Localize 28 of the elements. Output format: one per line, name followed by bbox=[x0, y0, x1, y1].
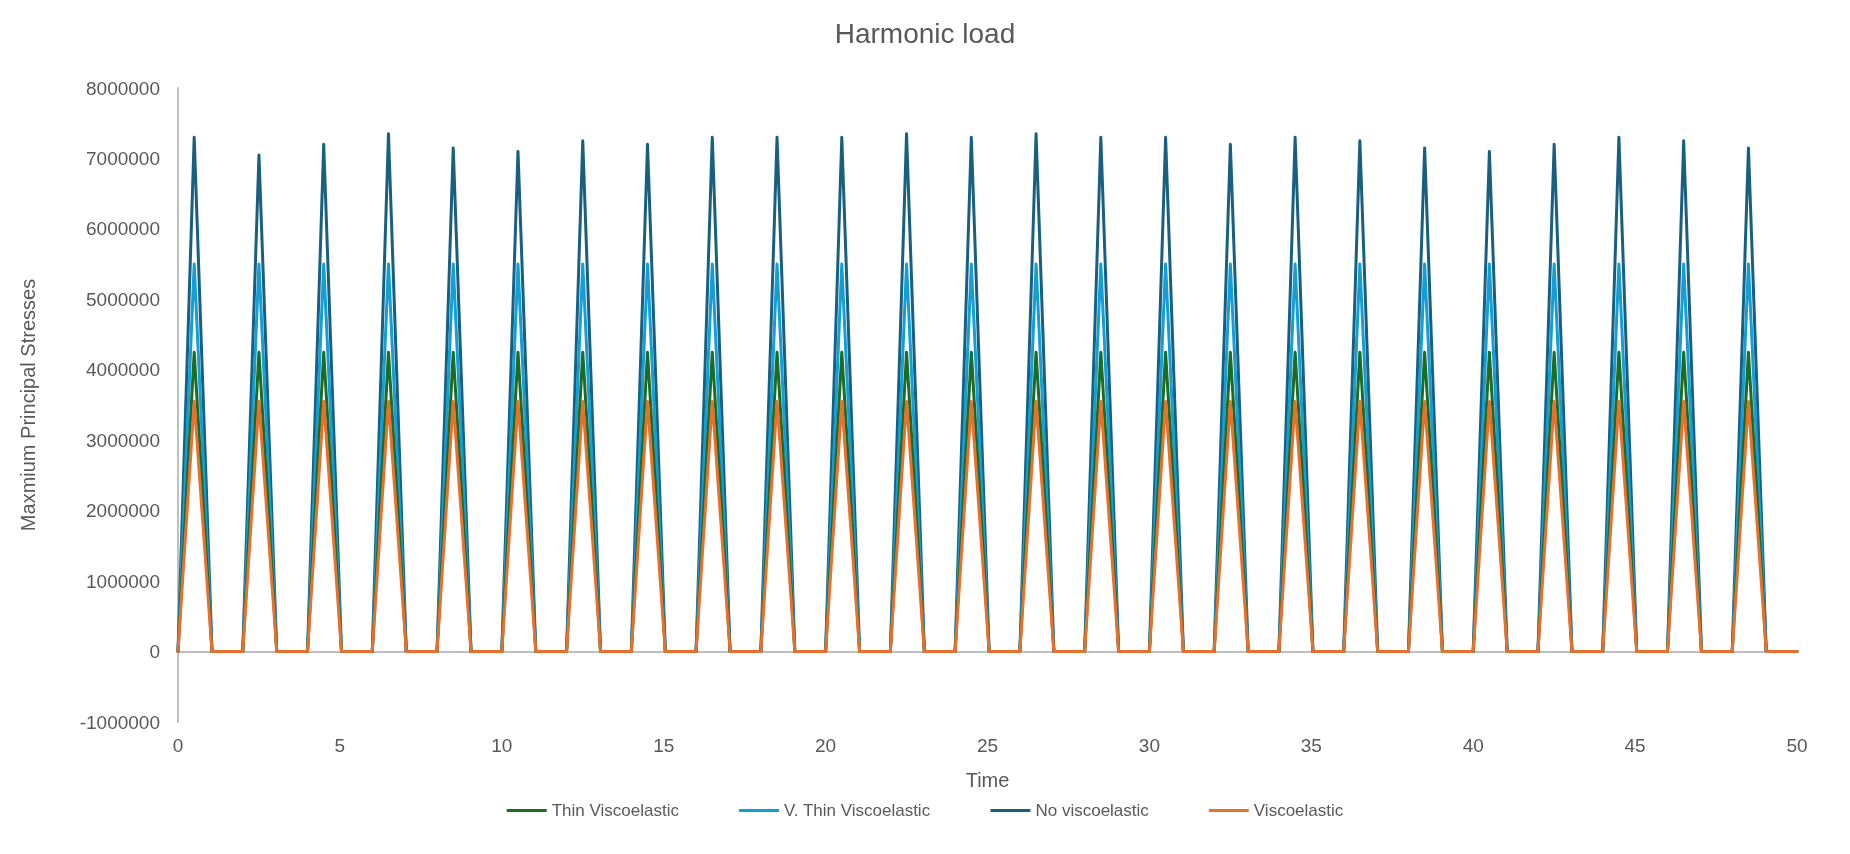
y-tick-label: 5000000 bbox=[86, 288, 160, 310]
x-tick-label: 45 bbox=[1624, 735, 1646, 756]
y-tick-label: 1000000 bbox=[86, 570, 160, 592]
x-tick-label: 5 bbox=[334, 735, 346, 756]
chart-title: Harmonic load bbox=[834, 17, 1016, 49]
y-tick-label: 8000000 bbox=[86, 77, 160, 99]
x-axis-title: Time bbox=[965, 769, 1010, 791]
legend-label: Thin Viscoelastic bbox=[551, 801, 680, 820]
y-tick-label: 2000000 bbox=[86, 500, 160, 522]
x-tick-label: 40 bbox=[1462, 735, 1484, 756]
legend-label: Viscoelastic bbox=[1253, 801, 1344, 820]
legend-label: No viscoelastic bbox=[1035, 801, 1150, 820]
y-tick-label: 0 bbox=[149, 641, 160, 663]
y-tick-label: 4000000 bbox=[86, 359, 160, 381]
y-axis-title: Maxmium Principal Stresses bbox=[17, 278, 39, 532]
x-tick-label: 25 bbox=[976, 735, 999, 756]
x-tick-label: 30 bbox=[1138, 735, 1160, 756]
y-tick-label: -1000000 bbox=[79, 711, 160, 733]
x-tick-label: 15 bbox=[653, 735, 675, 756]
x-tick-label: 10 bbox=[491, 735, 513, 756]
y-tick-label: 7000000 bbox=[86, 147, 160, 169]
y-tick-label: 3000000 bbox=[86, 429, 160, 451]
y-tick-label: 6000000 bbox=[86, 218, 160, 240]
x-tick-label: 0 bbox=[172, 735, 184, 756]
x-tick-label: 35 bbox=[1300, 735, 1322, 756]
x-tick-label: 50 bbox=[1786, 735, 1808, 756]
x-tick-label: 20 bbox=[815, 735, 837, 756]
legend-label: V. Thin Viscoelastic bbox=[783, 801, 931, 820]
